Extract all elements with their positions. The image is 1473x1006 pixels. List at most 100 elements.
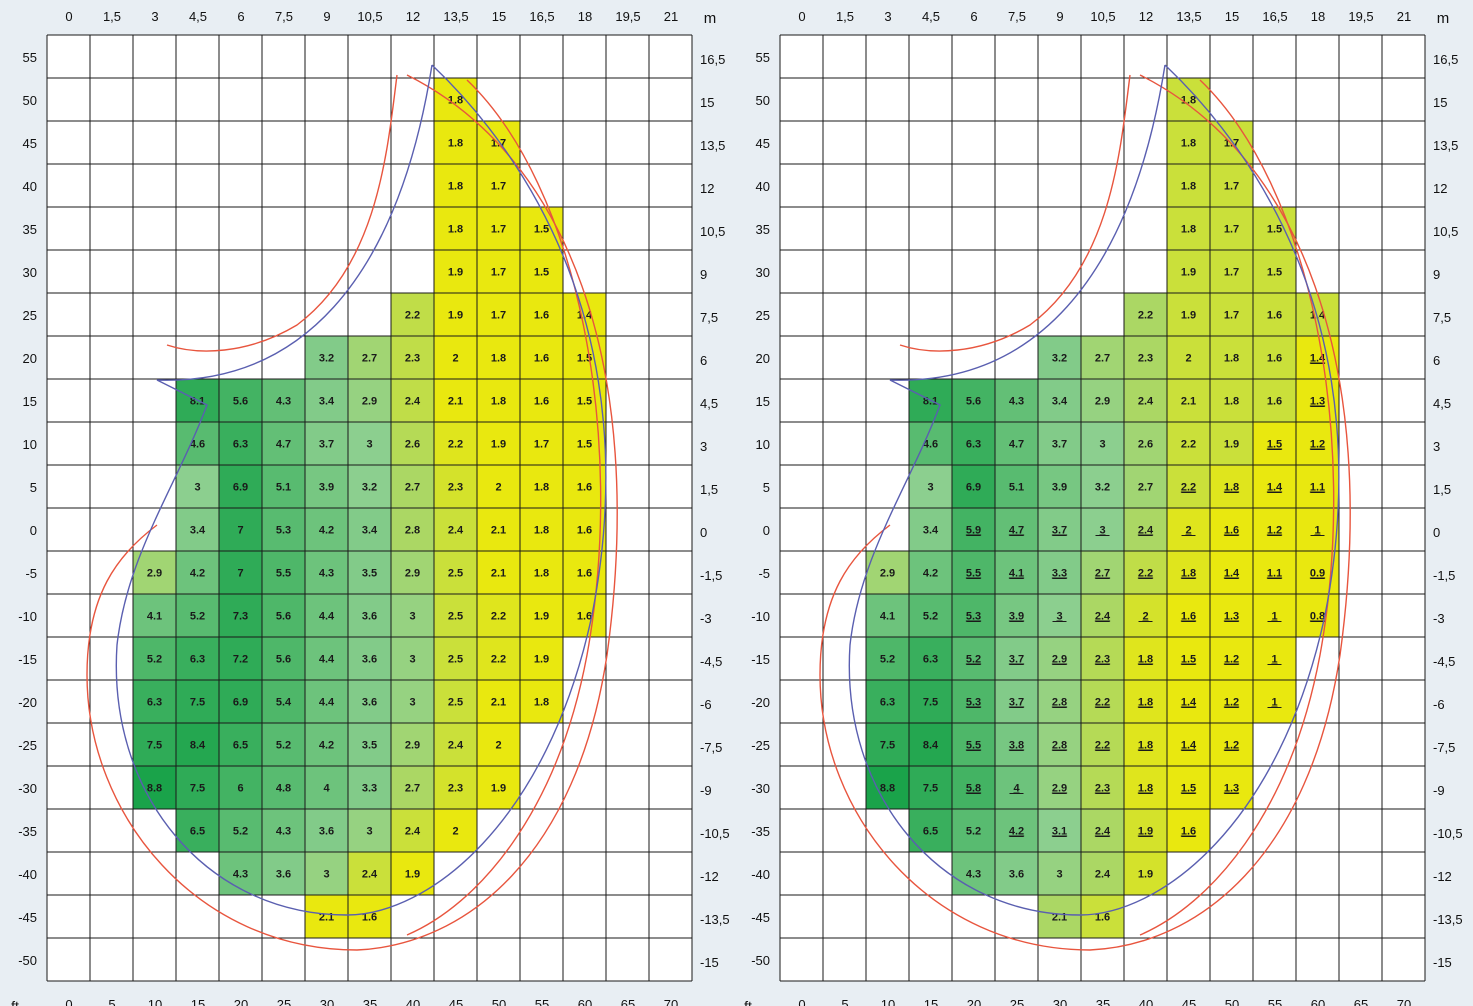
heatmap-cell xyxy=(1253,551,1296,594)
heatmap-cell xyxy=(391,723,434,766)
cell-value-label: 2.9 xyxy=(1052,654,1067,666)
x-top-tick-label: 7,5 xyxy=(275,9,293,24)
y-left-tick-label: -40 xyxy=(18,867,37,882)
heatmap-cell xyxy=(520,379,563,422)
heatmap-cell xyxy=(1167,379,1210,422)
cell-value-label: 2.2 xyxy=(1095,697,1110,709)
cell-value-label: 1.6 xyxy=(1181,826,1196,838)
cell-value-label: 2.1 xyxy=(1181,396,1196,408)
cell-value-label: 5.2 xyxy=(923,611,938,623)
y-right-tick-label: -3 xyxy=(700,611,712,626)
heatmap-cell xyxy=(391,637,434,680)
y-left-tick-label: 0 xyxy=(30,523,37,538)
heatmap-cell xyxy=(1210,508,1253,551)
cell-value-label: 5.2 xyxy=(147,654,162,666)
y-left-tick-label: -20 xyxy=(18,695,37,710)
heatmap-cell xyxy=(866,680,909,723)
cell-value-label: 6 xyxy=(237,783,243,795)
heatmap-cell xyxy=(1081,895,1124,938)
y-left-tick-label: -5 xyxy=(25,566,37,581)
y-left-tick-label: 25 xyxy=(756,308,770,323)
heatmap-cell xyxy=(262,379,305,422)
cell-value-label: 3.8 xyxy=(1009,740,1024,752)
cell-value-label: 4.1 xyxy=(147,611,162,623)
y-right-tick-label: 12 xyxy=(700,181,714,196)
x-bottom-tick-label: 45 xyxy=(449,997,463,1006)
cell-value-label: 2.4 xyxy=(1095,826,1111,838)
cell-value-label: 2.9 xyxy=(1095,396,1110,408)
heatmap-cell xyxy=(1038,723,1081,766)
y-left-tick-label: 50 xyxy=(756,93,770,108)
cell-value-label: 3 xyxy=(409,697,415,709)
heatmap-cell xyxy=(1167,766,1210,809)
x-bottom-tick-label: 40 xyxy=(1139,997,1153,1006)
heatmap-cell xyxy=(305,852,348,895)
cell-value-label: 4.3 xyxy=(276,396,291,408)
cell-value-label: 1.8 xyxy=(1224,353,1239,365)
cell-value-label: 6.3 xyxy=(147,697,162,709)
y-right-tick-label: -1,5 xyxy=(700,568,722,583)
y-left-tick-label: 10 xyxy=(756,437,770,452)
cell-value-label: 2.9 xyxy=(1052,783,1067,795)
cell-value-label: 5.2 xyxy=(880,654,895,666)
heatmap-cell xyxy=(391,766,434,809)
coverage-outline-blue xyxy=(848,64,1340,916)
cell-value-label: 2.1 xyxy=(491,525,506,537)
heatmap-cell xyxy=(1253,465,1296,508)
heatmap-cell xyxy=(477,680,520,723)
x-top-tick-label: 21 xyxy=(664,9,678,24)
cell-value-label: 3.9 xyxy=(1009,611,1024,623)
cell-value-label: 1.9 xyxy=(448,267,463,279)
heatmap-cell xyxy=(434,164,477,207)
heatmap-cell xyxy=(219,551,262,594)
cell-value-label: 1.8 xyxy=(448,138,463,150)
coverage-outline-upper xyxy=(166,74,398,352)
y-left-tick-label: 25 xyxy=(23,308,37,323)
y-right-tick-label: 9 xyxy=(1433,267,1440,282)
cell-value-label: 1.9 xyxy=(1181,267,1196,279)
x-bottom-tick-label: 0 xyxy=(798,997,805,1006)
x-top-tick-label: 9 xyxy=(323,9,330,24)
cell-value-label: 2.9 xyxy=(405,740,420,752)
heatmap-cell xyxy=(434,680,477,723)
cell-value-label: 2.7 xyxy=(1095,353,1110,365)
heatmap-cell xyxy=(1253,293,1296,336)
heatmap-cell xyxy=(176,680,219,723)
cell-value-label: 1.7 xyxy=(534,439,549,451)
heatmap-cell xyxy=(1210,207,1253,250)
cell-value-label: 5.6 xyxy=(233,396,248,408)
heatmap-cell xyxy=(995,852,1038,895)
cell-value-label: 1.5 xyxy=(534,267,549,279)
cell-value-label: 1.9 xyxy=(1138,826,1153,838)
y-right-tick-label: -6 xyxy=(1433,697,1445,712)
cell-value-label: 2.4 xyxy=(1095,611,1111,623)
heatmap-cell xyxy=(391,594,434,637)
cell-value-label: 3.3 xyxy=(362,783,377,795)
cell-value-label: 7 xyxy=(237,568,243,580)
cell-value-label: 1.5 xyxy=(1181,783,1196,795)
heatmap-cell xyxy=(305,766,348,809)
cell-value-label: 7.5 xyxy=(190,697,205,709)
heatmap-cell xyxy=(520,465,563,508)
cell-value-label: 7 xyxy=(237,525,243,537)
y-left-tick-label: -30 xyxy=(18,781,37,796)
cell-value-label: 3.7 xyxy=(1009,697,1024,709)
heatmap-cell xyxy=(434,465,477,508)
cell-value-label: 6.9 xyxy=(233,482,248,494)
cell-value-label: 2.3 xyxy=(1095,783,1110,795)
cell-value-label: 4.3 xyxy=(233,869,248,881)
cell-value-label: 1.9 xyxy=(448,310,463,322)
cell-value-label: 4.3 xyxy=(966,869,981,881)
cell-value-label: 1.5 xyxy=(577,439,592,451)
heatmap-cell xyxy=(305,422,348,465)
cell-value-label: 4.4 xyxy=(319,697,335,709)
x-bottom-tick-label: 70 xyxy=(1397,997,1411,1006)
heatmap-cell xyxy=(262,551,305,594)
cell-value-label: 2 xyxy=(452,353,458,365)
cell-value-label: 3.4 xyxy=(362,525,378,537)
y-right-tick-label: 13,5 xyxy=(1433,138,1458,153)
y-left-tick-label: 30 xyxy=(23,265,37,280)
cell-value-label: 3.2 xyxy=(1052,353,1067,365)
cell-value-label: 1.7 xyxy=(491,310,506,322)
